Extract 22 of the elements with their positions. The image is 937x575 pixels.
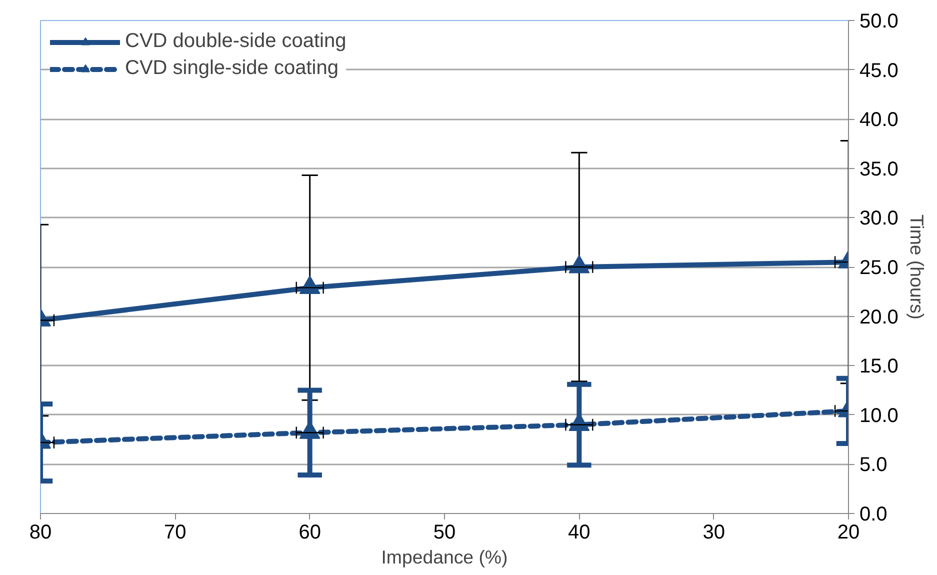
x-tick-label: 40 xyxy=(568,522,590,544)
x-tick-label: 70 xyxy=(164,522,186,544)
y-tick-label: 30.0 xyxy=(860,208,898,230)
x-tick-label: 20 xyxy=(837,522,860,544)
x-tick-label: 50 xyxy=(433,522,456,544)
y-tick-label: 40.0 xyxy=(860,109,898,132)
x-tick-label: 60 xyxy=(298,522,321,544)
x-axis-title: Impedance (%) xyxy=(381,546,508,568)
y-tick-label: 5.0 xyxy=(860,454,888,476)
y-tick-label: 45.0 xyxy=(860,60,898,82)
x-tick-label: 30 xyxy=(702,522,725,544)
y-tick-label: 0.0 xyxy=(860,504,888,526)
y-tick-label: 20.0 xyxy=(860,306,898,328)
y-tick-label: 50.0 xyxy=(860,10,898,32)
y-tick-label: 25.0 xyxy=(860,257,898,279)
x-tick-label: 80 xyxy=(29,522,52,544)
legend-label: CVD single-side coating xyxy=(125,57,338,80)
y-tick-label: 35.0 xyxy=(860,158,898,180)
y-axis-title: Time (hours) xyxy=(906,214,928,320)
y-tick-label: 15.0 xyxy=(860,356,898,378)
y-tick-label: 10.0 xyxy=(860,404,898,427)
legend-label: CVD double-side coating xyxy=(125,30,346,53)
